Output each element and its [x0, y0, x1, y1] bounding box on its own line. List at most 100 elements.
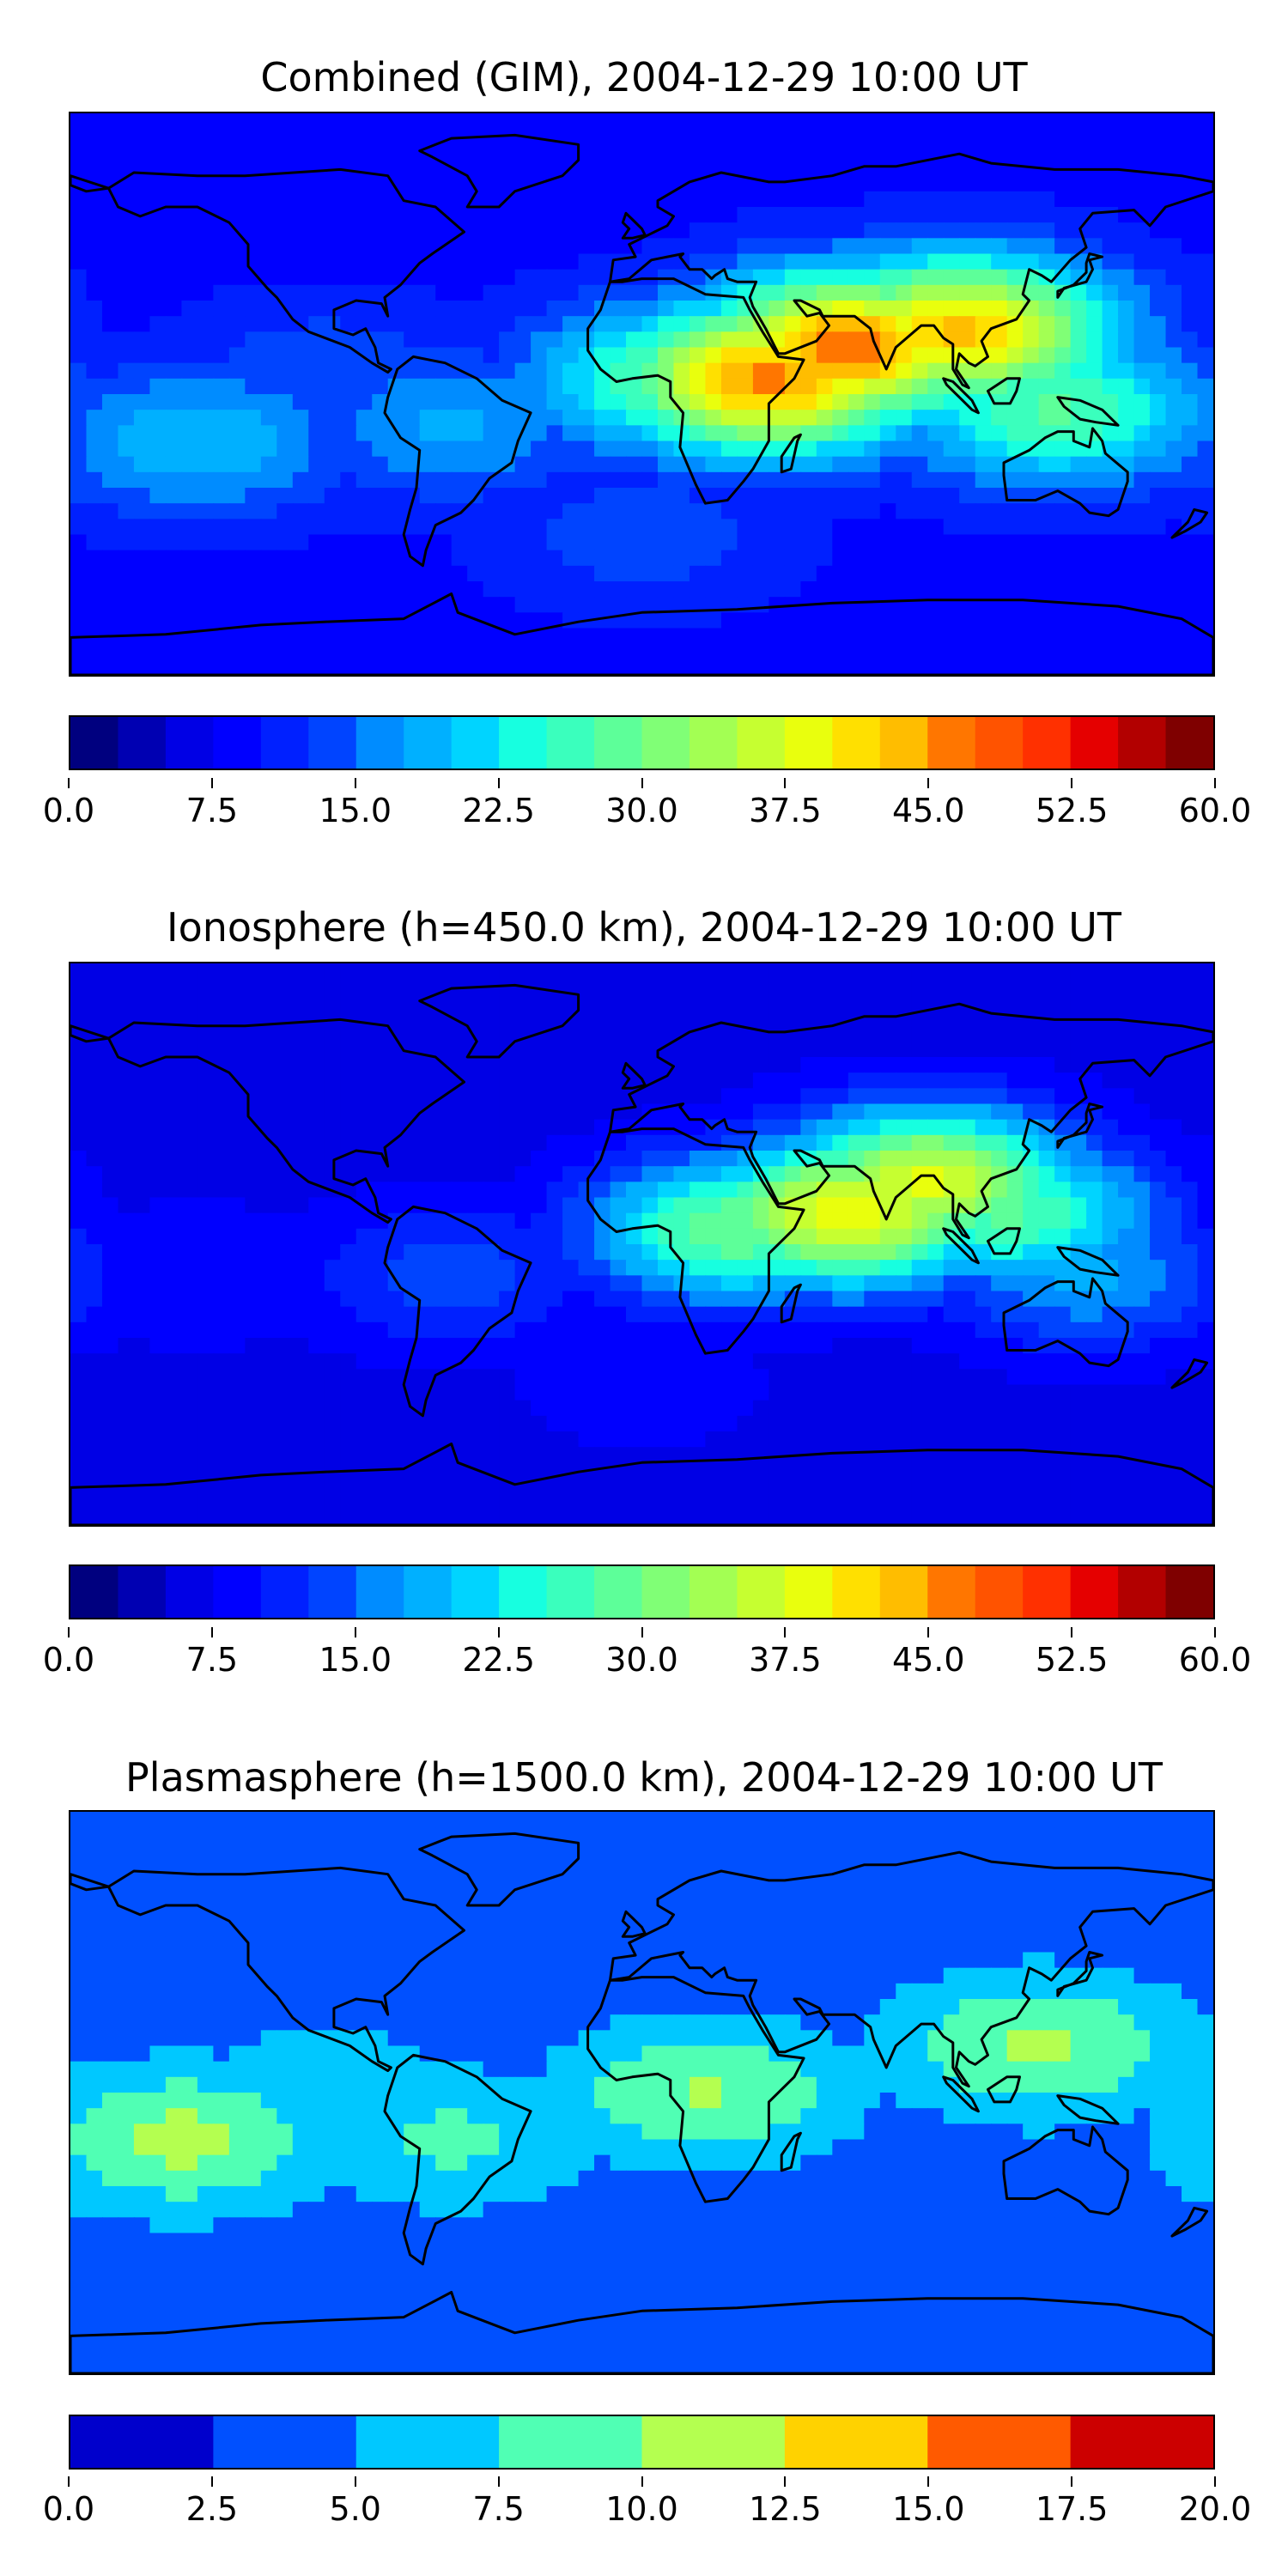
tec-cell: [324, 1151, 342, 1167]
tec-cell: [991, 129, 1008, 146]
tec-cell: [483, 316, 500, 333]
tec-cell: [133, 534, 151, 551]
tec-cell: [769, 144, 786, 161]
tec-cell: [927, 1415, 945, 1432]
tec-cell: [467, 1291, 484, 1308]
tec-cell: [1038, 659, 1055, 675]
tec-cell: [1086, 456, 1103, 473]
tec-cell: [292, 1212, 310, 1230]
tec-cell: [816, 1321, 834, 1339]
tec-cell: [149, 1151, 167, 1167]
tec-cell: [499, 284, 516, 301]
colorbar-swatch: [165, 717, 214, 769]
tec-cell: [689, 362, 707, 380]
tec-cell: [657, 994, 675, 1012]
tec-cell: [943, 1166, 961, 1183]
tec-cell: [991, 659, 1008, 675]
tec-cell: [531, 1010, 548, 1027]
tec-cell: [308, 301, 325, 317]
coastline: [942, 377, 980, 415]
tec-cell: [197, 550, 215, 567]
tec-cell: [213, 979, 230, 996]
tec-cell: [769, 1166, 786, 1183]
tec-cell: [1006, 1057, 1024, 1073]
tec-cell: [1086, 550, 1103, 567]
tec-cell: [276, 362, 294, 380]
tec-cell: [292, 1353, 310, 1370]
tec-cell: [404, 1010, 421, 1027]
tec-cell: [1133, 1306, 1151, 1323]
tec-cell: [911, 1384, 929, 1401]
tec-cell: [1054, 1369, 1072, 1386]
tec-cell: [848, 1103, 866, 1121]
tec-cell: [578, 1166, 595, 1183]
tec-cell: [848, 456, 866, 473]
tec-cell: [578, 597, 595, 614]
tec-cell: [514, 456, 532, 473]
tec-cell: [848, 1072, 866, 1090]
tec-cell: [404, 1212, 421, 1230]
tec-cell: [70, 1151, 88, 1167]
tec-cell: [404, 1041, 421, 1058]
tec-cell: [1182, 628, 1199, 645]
tec-cell: [943, 659, 961, 675]
tec-cell: [467, 331, 484, 349]
tec-cell: [1038, 1151, 1055, 1167]
tec-cell: [197, 1306, 215, 1323]
tec-cell: [1023, 1400, 1040, 1417]
tec-cell: [1197, 565, 1213, 582]
tec-cell: [1150, 253, 1167, 270]
tec-cell: [435, 534, 453, 551]
tec-cell: [197, 1134, 215, 1151]
tec-cell: [1165, 994, 1182, 1012]
tec-cell: [1023, 191, 1040, 208]
tec-cell: [86, 316, 103, 333]
tec-cell: [340, 534, 357, 551]
tec-cell: [419, 301, 436, 317]
tec-cell: [959, 659, 976, 675]
tec-cell: [1133, 1353, 1151, 1370]
tec-cell: [896, 175, 913, 192]
tec-cell: [292, 1275, 310, 1292]
tec-cell: [879, 207, 897, 223]
tec-cell: [689, 113, 707, 130]
tec-cell: [86, 1212, 103, 1230]
panel-1-colorbar: [69, 715, 1215, 770]
coastline: [780, 433, 802, 474]
tec-cell: [245, 1151, 262, 1167]
tec-cell: [499, 581, 516, 598]
tec-cell: [800, 1369, 817, 1386]
tec-cell: [260, 238, 278, 255]
tec-cell: [975, 301, 992, 317]
tec-cell: [1165, 581, 1182, 598]
tec-cell: [848, 1384, 866, 1401]
tec-cell: [1118, 1275, 1135, 1292]
tec-cell: [626, 269, 643, 286]
tec-cell: [689, 1212, 707, 1230]
tec-cell: [228, 1197, 246, 1214]
tec-cell: [1038, 1057, 1055, 1073]
tec-cell: [1006, 1291, 1024, 1308]
tec-cell: [1150, 1072, 1167, 1090]
tec-cell: [896, 1260, 913, 1277]
tec-cell: [1054, 1182, 1072, 1199]
tec-cell: [610, 1151, 627, 1167]
tec-cell: [181, 269, 198, 286]
tec-cell: [1023, 1338, 1040, 1354]
tec-cell: [419, 1103, 436, 1121]
tec-cell: [769, 1212, 786, 1230]
tec-cell: [578, 1338, 595, 1354]
tec-cell: [546, 144, 563, 161]
tec-cell: [1023, 565, 1040, 582]
tec-cell: [546, 1119, 563, 1136]
tec-cell: [387, 440, 405, 458]
tec-cell: [816, 456, 834, 473]
tec-cell: [991, 1400, 1008, 1417]
tec-cell: [451, 1228, 468, 1245]
tec-cell: [531, 1415, 548, 1432]
tec-cell: [1182, 1010, 1199, 1027]
tec-cell: [292, 253, 310, 270]
tec-cell: [70, 425, 88, 442]
tec-cell: [546, 207, 563, 223]
tec-cell: [118, 659, 135, 675]
